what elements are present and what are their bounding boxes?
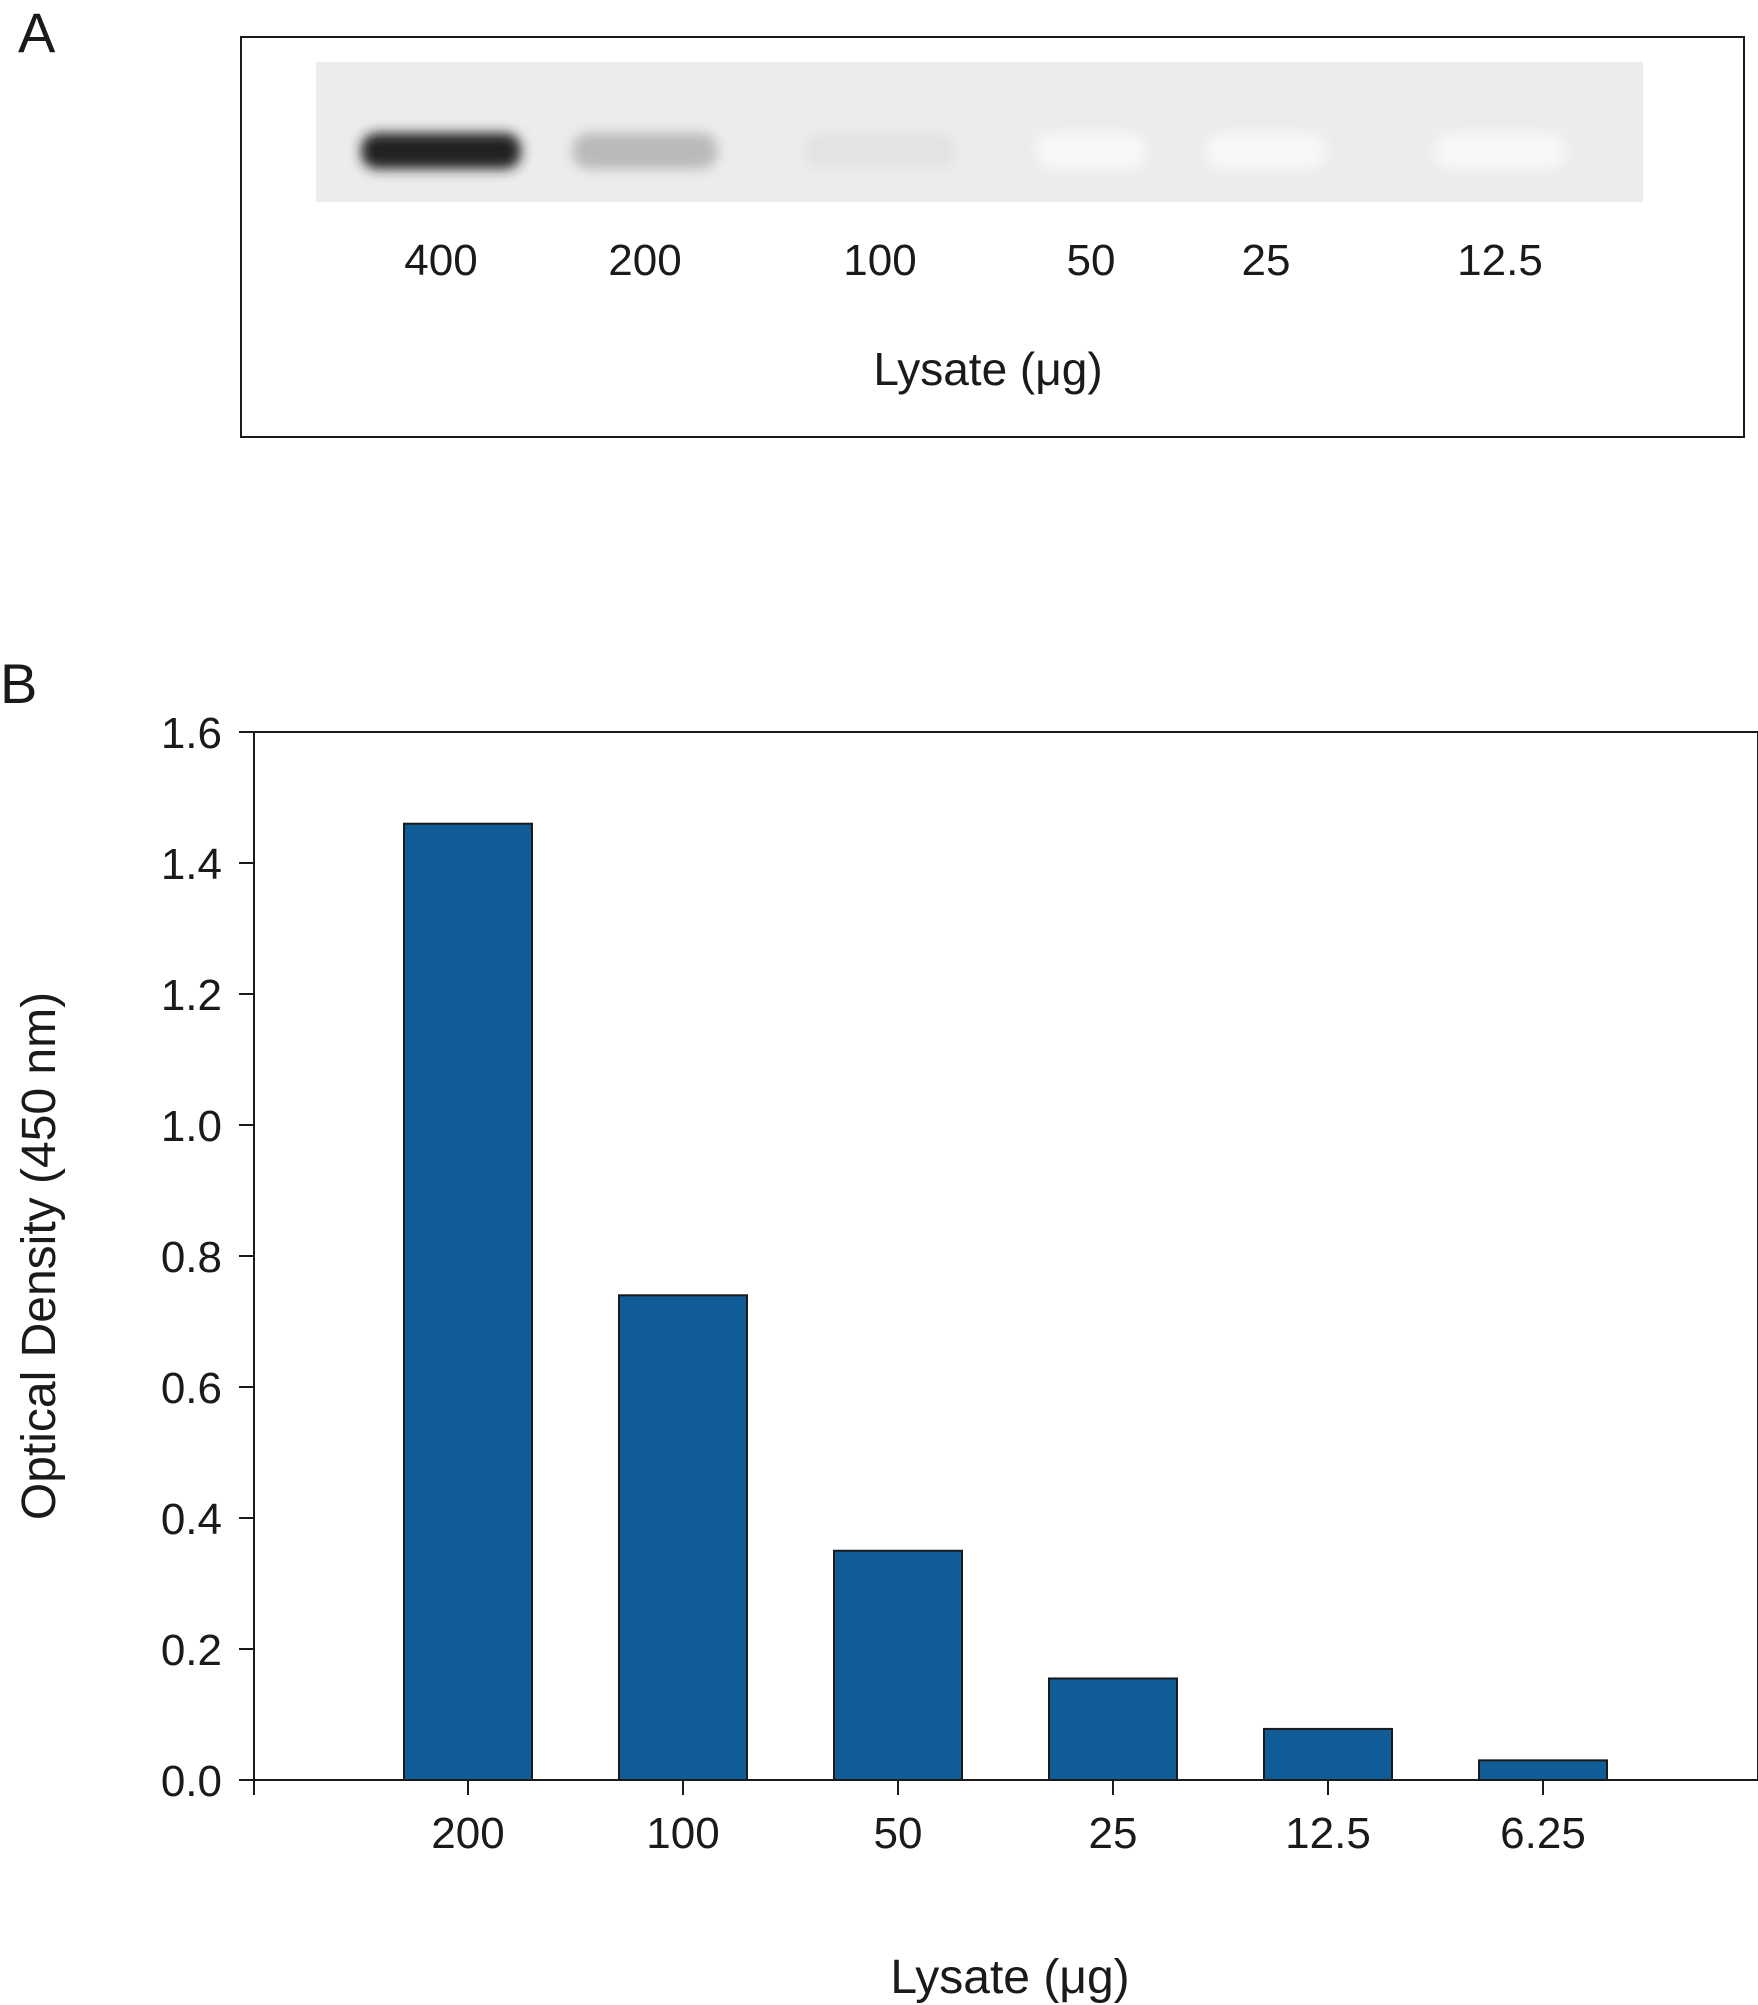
blot-band [1435,133,1565,169]
panel-a-label: A [18,1,56,64]
y-tick-label: 1.0 [161,1102,222,1151]
bars [403,822,1608,1782]
y-tick-label: 0.0 [161,1757,222,1806]
x-axis-label: Lysate (μg) [890,1951,1129,2004]
bar [1478,1759,1608,1781]
x-tick-label: 200 [431,1809,504,1858]
lane-label: 25 [1242,236,1291,285]
x-tick-label: 12.5 [1285,1809,1371,1858]
x-tick-label: 25 [1089,1809,1138,1858]
lane-label: 12.5 [1457,236,1543,285]
y-tick-label: 0.2 [161,1626,222,1675]
blot-band [361,133,521,169]
lane-label: 100 [843,236,916,285]
x-axis: 200 100 50 25 12.5 6.25 [431,1780,1586,1858]
y-tick-label: 1.4 [161,840,222,889]
y-axis-label: Optical Density (450 nm) [13,992,66,1520]
bar [403,822,533,1781]
blot-strip [316,62,1643,202]
y-tick-label: 0.8 [161,1233,222,1282]
y-tick-label: 0.6 [161,1364,222,1413]
lane-label: 200 [608,236,681,285]
lane-labels: 400 200 100 50 25 12.5 [404,236,1543,285]
y-tick-label: 1.2 [161,971,222,1020]
panel-b-label: B [0,652,37,715]
blot-band [1206,133,1326,169]
bar [618,1294,748,1782]
blot-band [1036,133,1146,169]
blot-bands [361,133,1565,169]
bar [833,1549,963,1781]
y-tick-label: 1.6 [161,709,222,758]
bar [1048,1677,1178,1781]
panel-a-xlabel: Lysate (μg) [873,343,1102,395]
blot-band [805,133,955,169]
x-tick-label: 50 [874,1809,923,1858]
y-axis: 0.0 0.2 0.4 0.6 0.8 1.0 1.2 1.4 1.6 [161,709,254,1806]
x-tick-label: 6.25 [1500,1809,1586,1858]
lane-label: 50 [1067,236,1116,285]
bar [1263,1727,1393,1782]
blot-band [572,133,718,169]
y-tick-label: 0.4 [161,1495,222,1544]
x-tick-label: 100 [646,1809,719,1858]
lane-label: 400 [404,236,477,285]
